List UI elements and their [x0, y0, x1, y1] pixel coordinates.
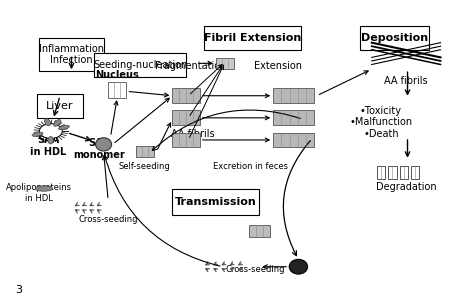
Text: Cross-seeding: Cross-seeding [225, 265, 284, 274]
Text: 3: 3 [15, 285, 22, 295]
Text: Fibril Extension: Fibril Extension [204, 33, 301, 43]
FancyBboxPatch shape [273, 133, 314, 147]
Text: AA fibrils: AA fibrils [384, 76, 428, 86]
FancyBboxPatch shape [204, 27, 301, 50]
Text: SAA
in HDL: SAA in HDL [30, 135, 67, 157]
FancyBboxPatch shape [39, 38, 104, 71]
Ellipse shape [48, 136, 54, 144]
Text: Deposition: Deposition [361, 33, 428, 43]
Text: Nucleus: Nucleus [95, 70, 139, 80]
FancyBboxPatch shape [273, 111, 314, 125]
FancyBboxPatch shape [273, 89, 314, 103]
FancyBboxPatch shape [249, 226, 270, 237]
Text: Inflammation
Infection: Inflammation Infection [39, 44, 104, 65]
FancyBboxPatch shape [388, 166, 397, 179]
Text: Extension: Extension [254, 61, 302, 71]
Text: Degradation: Degradation [376, 182, 437, 192]
Text: SAA
monomer: SAA monomer [73, 138, 125, 160]
Ellipse shape [96, 138, 111, 151]
FancyBboxPatch shape [37, 94, 83, 118]
Ellipse shape [35, 186, 53, 191]
Text: AA fibrils: AA fibrils [171, 129, 215, 139]
Text: Fragmentation: Fragmentation [155, 61, 227, 71]
Text: Seeding-nucleation: Seeding-nucleation [93, 60, 187, 70]
FancyBboxPatch shape [216, 58, 234, 69]
FancyBboxPatch shape [136, 146, 154, 157]
FancyBboxPatch shape [377, 166, 385, 179]
FancyBboxPatch shape [173, 189, 259, 215]
FancyBboxPatch shape [173, 89, 200, 103]
Text: Transmission: Transmission [175, 197, 257, 207]
Text: Apolipoproteins
in HDL: Apolipoproteins in HDL [6, 183, 73, 203]
FancyBboxPatch shape [400, 166, 408, 179]
FancyBboxPatch shape [173, 133, 200, 147]
Ellipse shape [45, 119, 51, 126]
FancyBboxPatch shape [108, 82, 127, 98]
Text: Cross-seeding: Cross-seeding [78, 215, 138, 224]
FancyBboxPatch shape [360, 27, 429, 50]
Text: Liver: Liver [46, 101, 74, 111]
FancyBboxPatch shape [411, 166, 419, 179]
Circle shape [39, 124, 62, 139]
Text: •Toxicity
•Malfunction
•Death: •Toxicity •Malfunction •Death [349, 106, 412, 139]
Text: Self-seeding: Self-seeding [119, 162, 171, 171]
Ellipse shape [32, 132, 43, 136]
FancyBboxPatch shape [94, 53, 186, 77]
Ellipse shape [289, 259, 308, 274]
Ellipse shape [54, 119, 61, 126]
Text: Excretion in feces: Excretion in feces [213, 162, 288, 171]
Ellipse shape [59, 125, 69, 130]
FancyBboxPatch shape [173, 111, 200, 125]
